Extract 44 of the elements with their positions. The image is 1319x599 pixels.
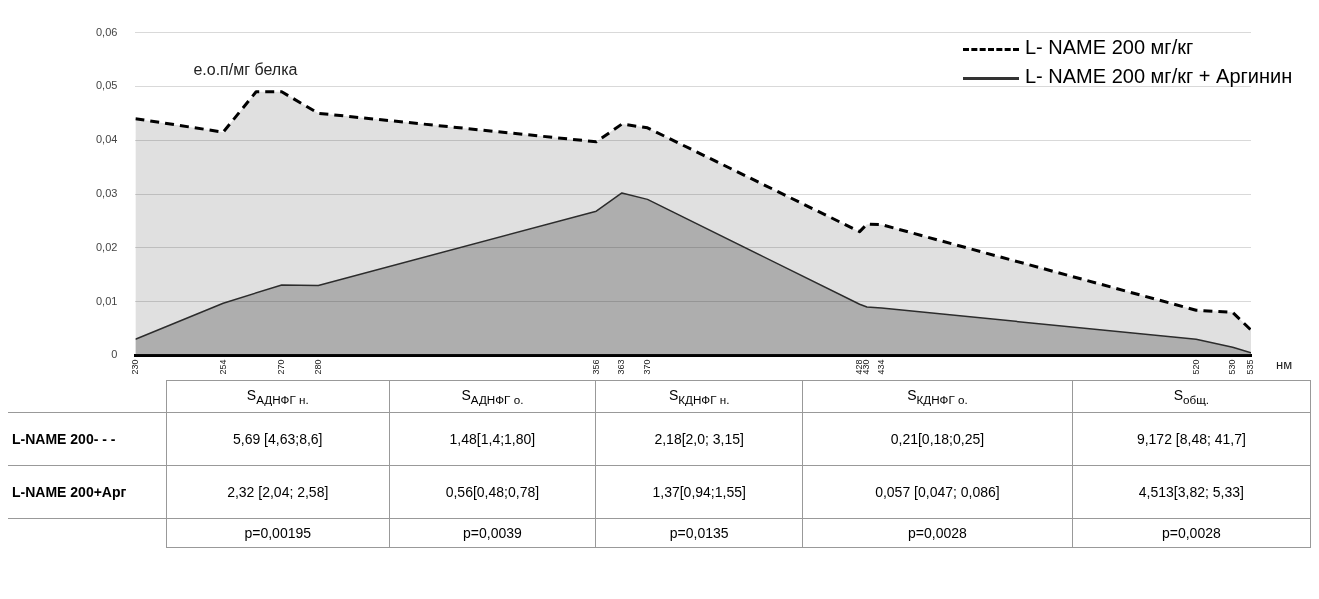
text: p=0,0028 xyxy=(1072,518,1311,548)
text: 0,21[0,18;0,25] xyxy=(802,412,1073,466)
y-tick-label: 0,06 xyxy=(95,25,118,38)
text: S$_{АДНФГ о.}$ xyxy=(389,380,596,413)
text: 1,48[1,4;1,80] xyxy=(389,412,596,466)
x-tick-label: 530 xyxy=(1227,359,1238,375)
text: L-NAME 200+Арг xyxy=(8,465,167,519)
text: 2,18[2,0; 3,15] xyxy=(595,412,803,466)
y-tick-label: 0,01 xyxy=(95,294,118,307)
text: L-NAME 200- - - xyxy=(8,412,167,466)
x-tick-label: 363 xyxy=(616,359,627,375)
text: p=0,00195 xyxy=(166,518,389,548)
x-tick-label: 520 xyxy=(1190,359,1201,375)
y-axis-title: е.о.п/мг белка xyxy=(193,60,298,78)
text: S$_{общ.}$ xyxy=(1072,380,1311,413)
text: p=0,0039 xyxy=(389,518,596,548)
legend-label: L- NAME 200 мг/кг + Аргинин xyxy=(1025,65,1293,88)
x-tick-label: 280 xyxy=(312,359,323,375)
y-tick-label: 0,05 xyxy=(95,79,118,92)
y-tick-label: 0,02 xyxy=(95,240,118,253)
text: 9,172 [8,48; 41,7] xyxy=(1072,412,1311,466)
text: S$_{КДНФГ о.}$ xyxy=(802,380,1073,413)
x-tick-label: 254 xyxy=(217,359,228,375)
legend-label: L- NAME 200 мг/кг xyxy=(1025,36,1194,59)
x-tick-label: 535 xyxy=(1245,359,1256,375)
text: S$_{КДНФГ н.}$ xyxy=(595,380,803,413)
x-tick-label: 356 xyxy=(590,359,601,375)
x-axis-title: нм xyxy=(1276,357,1293,373)
text: 0,56[0,48;0,78] xyxy=(389,465,596,519)
text: 2,32 [2,04; 2,58] xyxy=(166,465,389,519)
text: S$_{АДНФГ н.}$ xyxy=(166,380,389,413)
x-tick-label: 434 xyxy=(876,359,887,375)
text: 1,37[0,94;1,55] xyxy=(595,465,803,519)
text: 5,69 [4,63;8,6] xyxy=(166,412,389,466)
x-tick-label: 230 xyxy=(129,359,140,375)
text: 0,057 [0,047; 0,086] xyxy=(802,465,1073,519)
x-tick-label: 270 xyxy=(276,359,287,375)
text: p=0,0135 xyxy=(595,518,803,548)
x-tick-label: 370 xyxy=(641,359,652,375)
text: 4,513[3,82; 5,33] xyxy=(1072,465,1311,519)
text: p=0,0028 xyxy=(802,518,1073,548)
y-tick-label: 0,04 xyxy=(95,133,118,146)
y-tick-label: 0,03 xyxy=(95,187,118,200)
y-tick-label: 0 xyxy=(111,348,118,361)
